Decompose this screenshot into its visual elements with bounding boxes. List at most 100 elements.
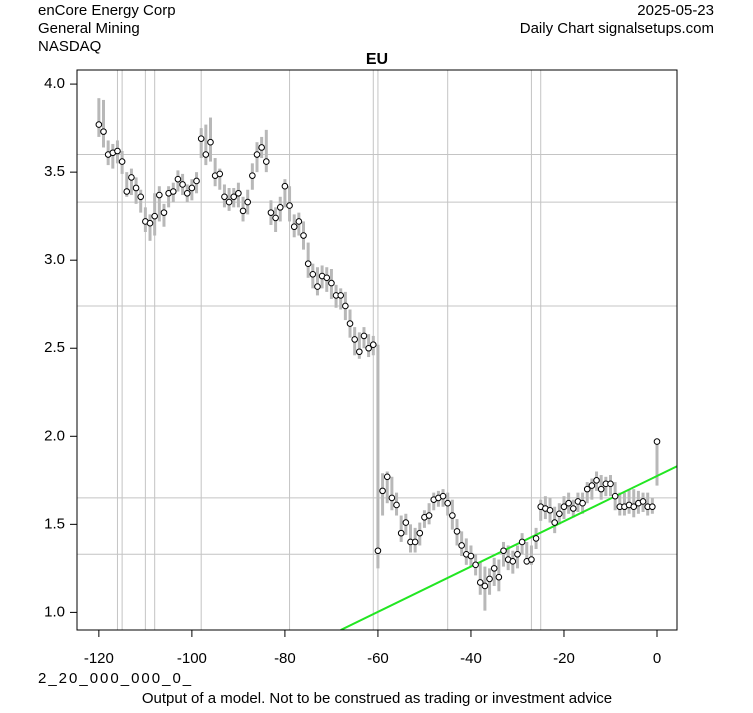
close-point <box>263 158 270 165</box>
close-point <box>174 175 182 183</box>
close-point <box>630 503 638 511</box>
close-point <box>304 260 312 268</box>
close-point <box>402 519 410 526</box>
close-point <box>169 188 177 195</box>
close-point <box>216 170 224 178</box>
close-point <box>160 209 168 216</box>
close-point <box>100 128 107 135</box>
close-point <box>481 582 489 590</box>
model-code: 2_20_000_000_0_ <box>38 670 193 687</box>
close-point <box>397 529 405 537</box>
x-tick-label: -60 <box>367 650 389 667</box>
close-point <box>225 198 233 206</box>
close-point <box>369 341 377 349</box>
close-point <box>360 332 368 340</box>
close-point <box>323 274 331 282</box>
close-point <box>132 184 140 192</box>
close-point <box>253 151 261 158</box>
close-point <box>383 473 391 481</box>
close-point <box>579 499 586 507</box>
y-tick-label: 1.0 <box>44 603 65 620</box>
close-point <box>509 558 517 565</box>
close-point <box>560 503 568 511</box>
close-point <box>476 579 484 586</box>
close-point <box>183 189 191 197</box>
close-point <box>230 193 238 201</box>
close-point <box>439 492 447 500</box>
close-point <box>528 556 535 563</box>
close-point <box>221 193 228 201</box>
close-point <box>467 552 475 560</box>
close-point <box>569 505 577 512</box>
close-point <box>197 135 205 142</box>
close-point <box>388 494 396 502</box>
close-point <box>532 535 540 542</box>
close-point <box>649 503 656 511</box>
close-point <box>193 177 200 185</box>
close-point <box>593 477 600 484</box>
close-point <box>472 561 479 569</box>
close-point <box>393 501 400 509</box>
x-tick-label: -20 <box>553 650 575 667</box>
x-tick-label: -120 <box>84 650 114 667</box>
close-point <box>202 151 210 158</box>
close-point <box>556 510 563 518</box>
x-tick-label: -100 <box>177 650 207 667</box>
close-point <box>611 492 619 500</box>
close-point <box>588 482 596 489</box>
close-point <box>495 573 503 581</box>
close-point <box>146 219 154 227</box>
close-point <box>453 528 461 535</box>
close-point <box>249 172 256 179</box>
close-point <box>546 506 554 514</box>
y-tick-label: 4.0 <box>44 75 65 92</box>
close-point <box>95 121 103 128</box>
close-point <box>314 283 321 290</box>
plot-area <box>77 70 677 630</box>
close-point <box>351 336 358 343</box>
close-point <box>500 547 507 555</box>
close-point <box>356 348 363 356</box>
close-point <box>151 212 158 220</box>
y-tick-label: 1.5 <box>44 515 65 532</box>
close-point <box>490 565 498 572</box>
close-point <box>118 158 126 165</box>
x-tick-label: -40 <box>460 650 482 667</box>
close-point <box>565 499 572 507</box>
close-point <box>267 209 275 216</box>
y-tick-label: 2.0 <box>44 427 65 444</box>
disclaimer: Output of a model. Not to be construed a… <box>142 690 612 707</box>
close-point <box>411 538 419 546</box>
close-point <box>365 344 372 352</box>
close-point <box>379 487 386 495</box>
close-point <box>276 204 284 211</box>
close-point <box>114 147 121 155</box>
close-point <box>309 270 317 278</box>
close-point <box>137 193 145 201</box>
close-point <box>337 292 345 299</box>
close-point <box>653 438 661 445</box>
close-point <box>244 198 251 206</box>
close-point <box>290 223 298 231</box>
close-point <box>235 189 242 197</box>
close-point <box>342 302 349 310</box>
close-point <box>156 191 163 199</box>
close-point <box>258 144 265 151</box>
company: enCore Energy Corp <box>38 2 176 19</box>
sector: General Mining <box>38 20 140 37</box>
close-point <box>425 512 433 519</box>
close-point <box>179 181 186 188</box>
close-point <box>272 214 279 222</box>
x-tick-label: 0 <box>653 650 661 667</box>
close-point <box>449 512 456 519</box>
close-point <box>188 184 196 192</box>
close-point <box>300 232 307 239</box>
close-point <box>518 538 526 546</box>
close-point <box>444 499 451 507</box>
close-point <box>514 550 521 558</box>
close-point <box>607 480 614 488</box>
close-point <box>639 498 647 505</box>
close-point <box>346 320 354 327</box>
